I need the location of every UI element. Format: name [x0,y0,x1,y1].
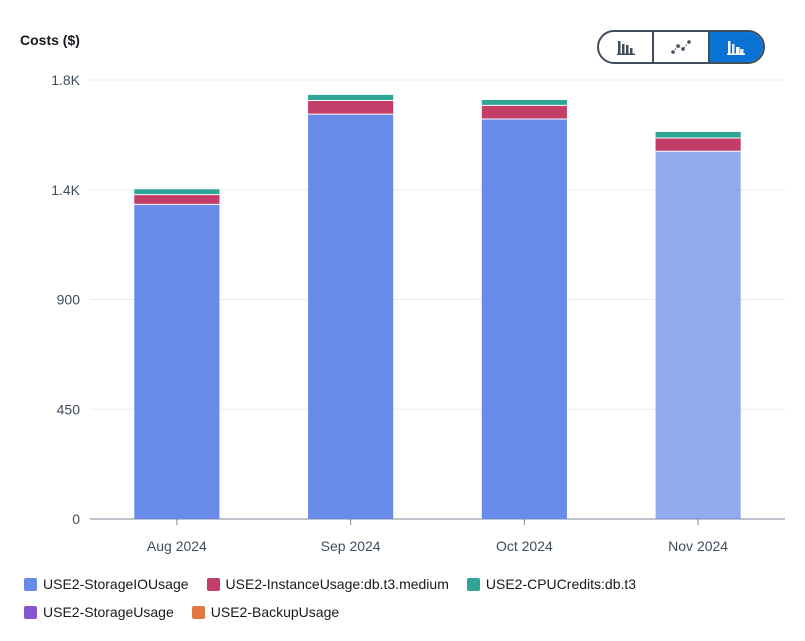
legend-swatch [24,577,37,591]
legend-swatch [466,577,480,591]
stacked-bar-chart: 0 450 900 1.4K 1.8K Aug 2024 Sep 2024 Oct 2024 N… [51,72,785,554]
stacked-bar-chart-icon [727,41,746,55]
legend-label: USE2-InstanceUsage:db.t3.medium [225,576,449,592]
legend-label: USE2-BackupUsage [210,604,340,620]
bar-segment [308,100,394,115]
legend-label: USE2-StorageIOUsage [43,576,189,592]
legend-item[interactable]: USE2-InstanceUsage:db.t3.medium [206,576,449,592]
legend-item[interactable]: USE2-StorageIOUsage [24,576,189,592]
bar-segment [481,119,567,520]
y-tick-label: 0 [72,511,80,527]
legend-item[interactable]: USE2-CPUCredits:db.t3 [466,576,637,592]
bar-segment [655,131,741,139]
line-chart-icon [671,40,691,54]
y-tick-label: 1.4K [51,182,80,198]
legend-item[interactable]: USE2-StorageUsage [24,604,174,620]
legend-label: USE2-CPUCredits:db.t3 [485,576,637,592]
legend-swatch [191,605,205,619]
bar-segment [655,151,741,519]
bar-segment [134,194,220,205]
legend-label: USE2-StorageUsage [43,604,174,620]
x-tick-label: Sep 2024 [321,538,381,554]
legend-swatch [24,605,37,619]
y-axis-title: Costs ($) [20,32,80,48]
y-tick-label: 450 [57,401,81,417]
legend-swatch [206,577,220,591]
bar-chart-toggle-button[interactable] [599,32,655,62]
y-tick-label: 900 [57,292,81,308]
y-tick-label: 1.8K [51,72,80,88]
x-tick-label: Nov 2024 [668,538,728,554]
bar-segment [481,105,567,120]
bar-segment [481,99,567,106]
stacked-bar-chart-toggle-button[interactable] [709,32,763,62]
line-chart-toggle-button[interactable] [654,32,710,62]
x-tick-label: Oct 2024 [496,538,553,554]
bar-segment [308,114,394,520]
legend-item[interactable]: USE2-BackupUsage [191,604,340,620]
bar-segment [134,204,220,519]
x-tick-label: Aug 2024 [147,538,207,554]
bar-segment [134,188,220,195]
chart-type-toggle[interactable] [597,30,765,64]
bar-segment [655,138,741,152]
bar-chart-icon [616,41,635,55]
bar-segment [308,94,394,101]
chart-legend: USE2-StorageIOUsage USE2-InstanceUsage:db… [24,576,724,620]
